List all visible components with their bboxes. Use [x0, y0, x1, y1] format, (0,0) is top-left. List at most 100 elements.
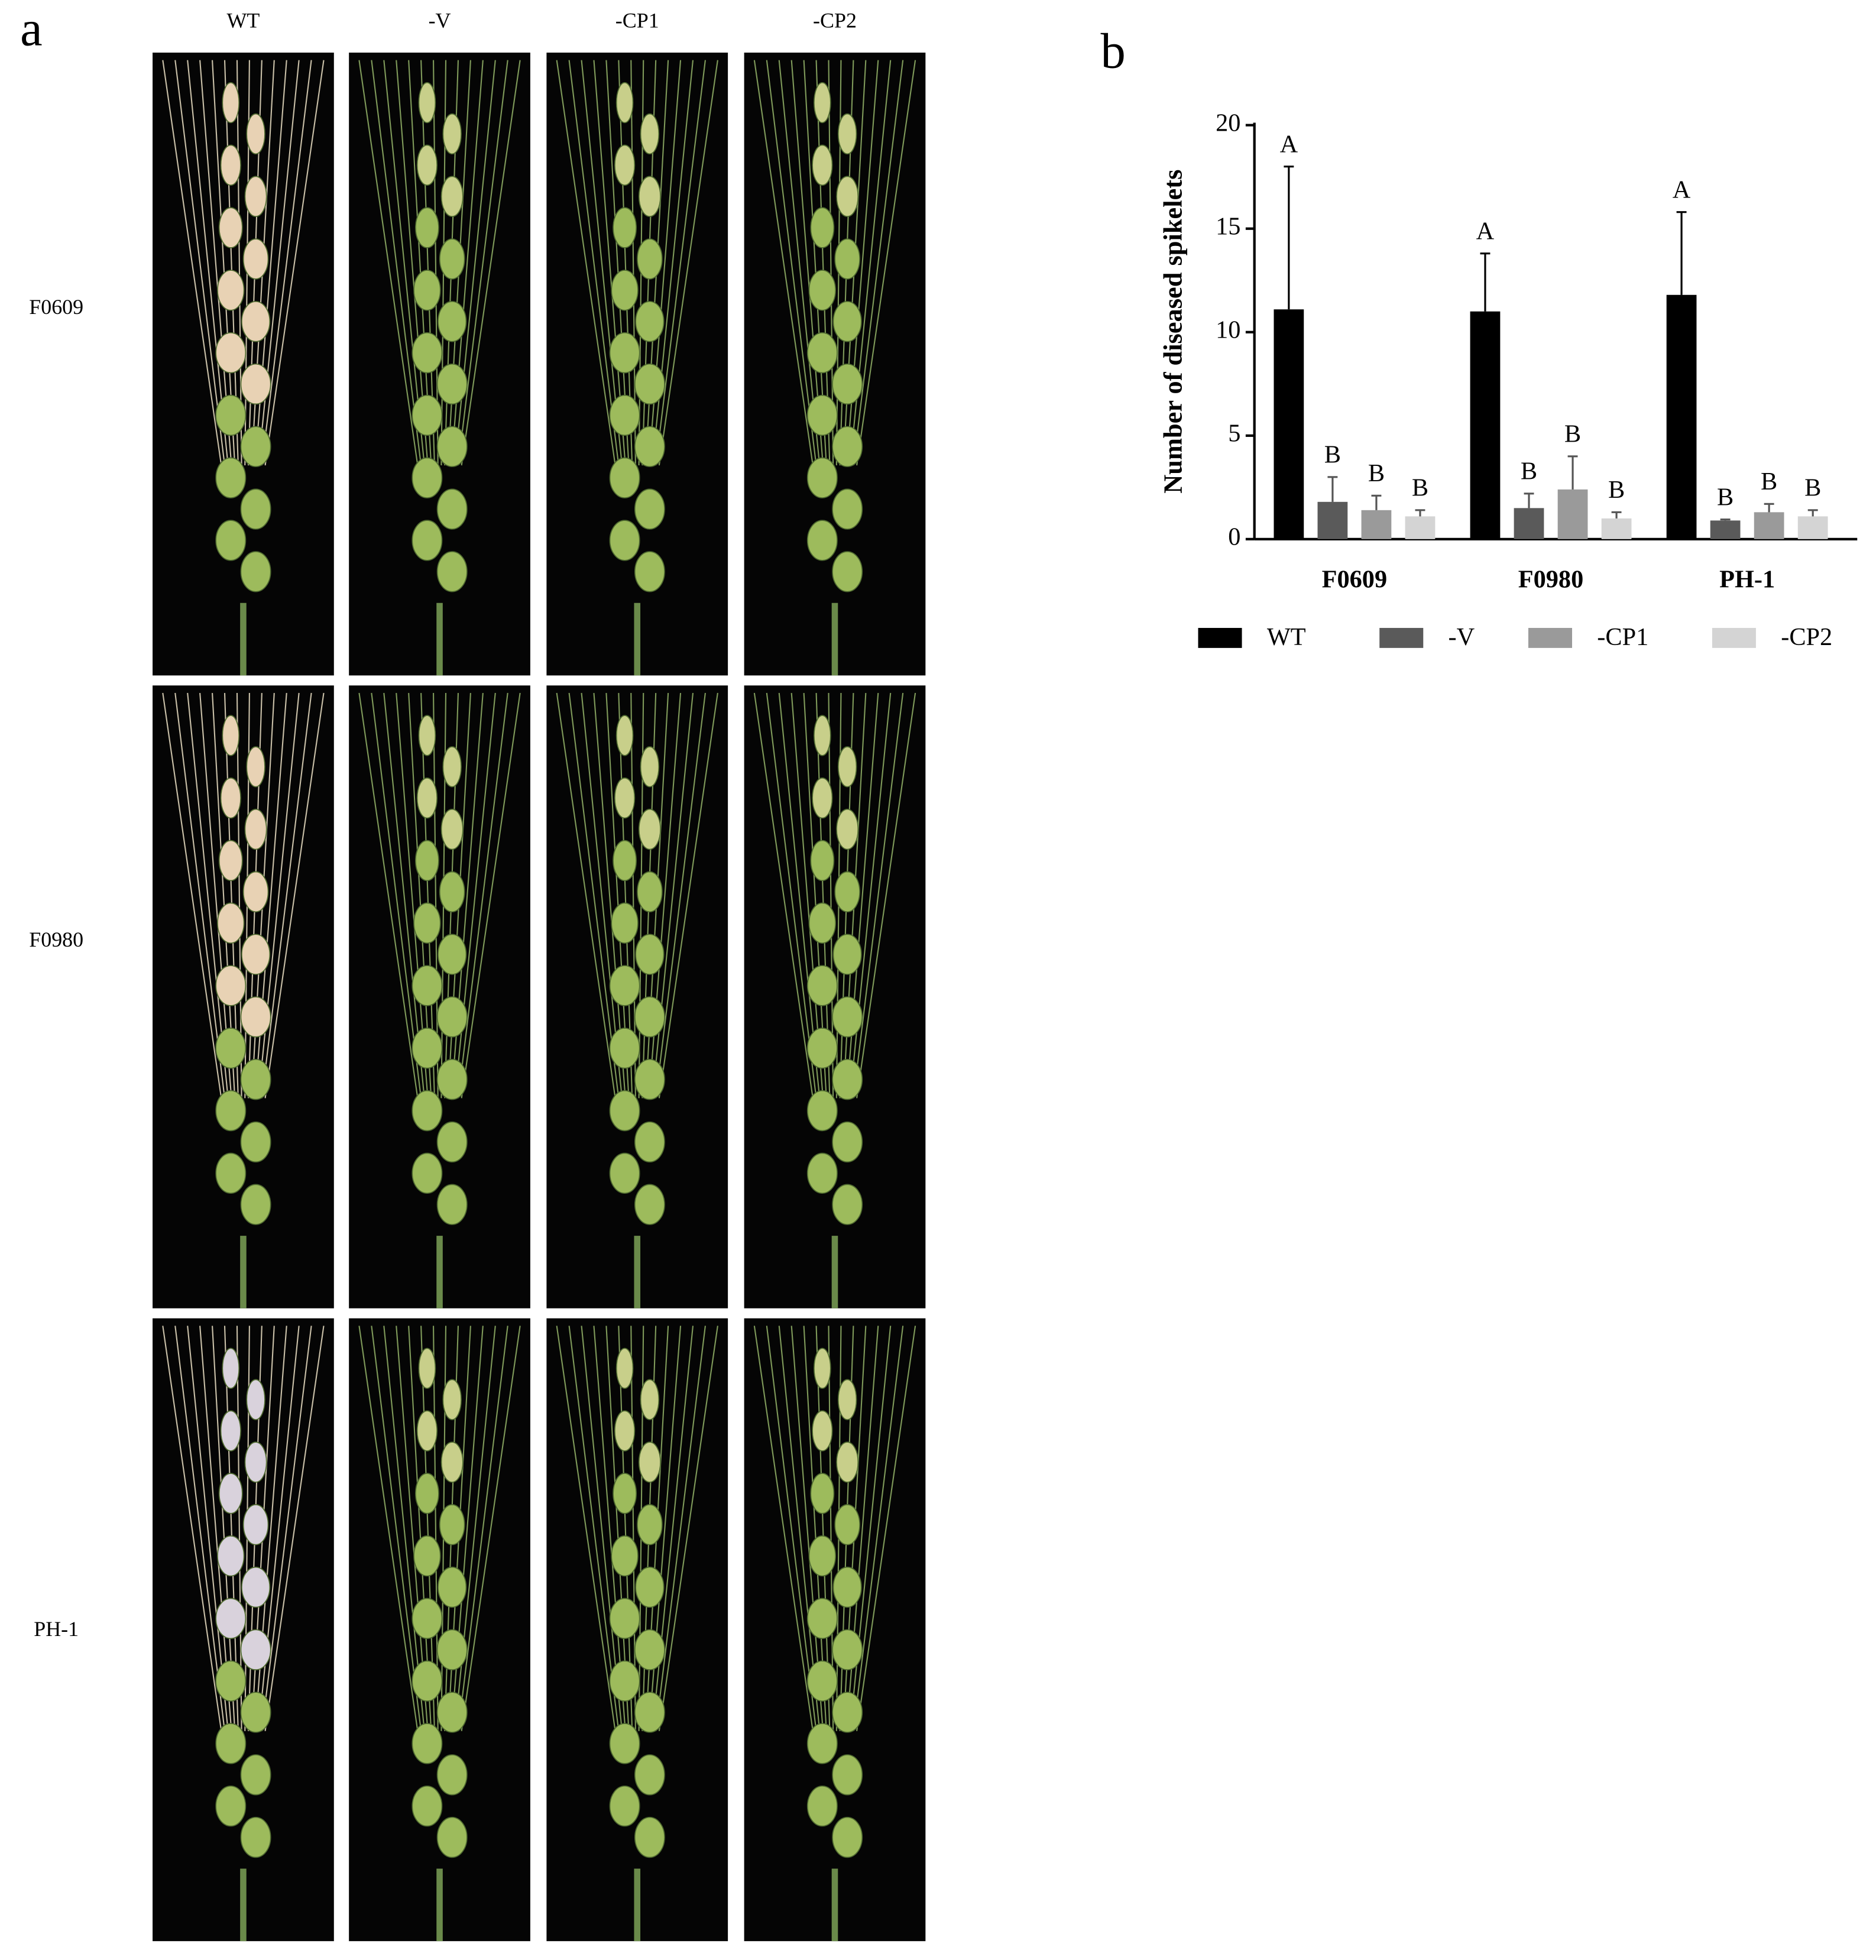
spikelet: [832, 1754, 863, 1796]
spikelet: [638, 1441, 661, 1483]
spikelet: [832, 1058, 863, 1100]
spikelet: [412, 965, 443, 1006]
awn: [655, 60, 706, 466]
awn: [658, 1326, 718, 1731]
legend-label: -CP2: [1781, 623, 1832, 651]
spikelet: [412, 520, 443, 561]
awn: [261, 1326, 312, 1731]
legend-swatch: [1379, 628, 1424, 648]
awn: [261, 60, 312, 466]
spikelet: [634, 363, 665, 405]
awn: [457, 1326, 508, 1731]
spikelet: [806, 1152, 838, 1194]
bar: [1274, 309, 1304, 539]
spikelet: [806, 457, 838, 498]
spikelet: [837, 746, 857, 788]
x-tick-label: F0980: [1518, 565, 1583, 593]
spikelet: [412, 457, 443, 498]
significance-letter: B: [1608, 476, 1625, 504]
awn: [658, 692, 718, 1099]
spikelet: [806, 520, 838, 561]
spikelet: [412, 1598, 443, 1640]
awn: [187, 1326, 229, 1731]
spikelet: [220, 1410, 241, 1452]
spikelet: [412, 1090, 443, 1132]
spikelet: [834, 1504, 860, 1546]
error-bar: [1567, 455, 1578, 490]
spikelet: [837, 113, 857, 155]
awn: [433, 693, 439, 1099]
awn: [371, 60, 422, 466]
spikelet: [806, 1785, 838, 1827]
spikelet: [609, 520, 640, 561]
awn: [461, 692, 521, 1099]
panel-label: b: [1100, 24, 1125, 79]
spikelet: [609, 1152, 640, 1194]
spikelet: [215, 1785, 247, 1827]
awn: [358, 1326, 419, 1731]
spikelet: [442, 1379, 462, 1420]
spikelet: [220, 144, 241, 186]
y-tick-label: 0: [1228, 523, 1240, 551]
awn: [162, 60, 222, 466]
photo: [546, 1318, 728, 1942]
spikelet: [412, 1785, 443, 1827]
significance-letter: B: [1564, 420, 1581, 448]
spikelet: [414, 207, 439, 248]
spikelet: [240, 551, 271, 592]
spikelet: [215, 1598, 247, 1640]
awn: [187, 692, 229, 1099]
awn: [383, 1326, 425, 1731]
spikelet: [240, 1058, 271, 1100]
legend-label: WT: [1267, 623, 1306, 651]
photo: [153, 685, 334, 1308]
awn: [187, 60, 229, 466]
spikelet: [634, 1816, 665, 1858]
awn: [236, 60, 242, 466]
awn: [236, 1326, 242, 1731]
spikelet: [609, 1598, 640, 1640]
spikelet: [240, 996, 271, 1038]
spikelet: [413, 902, 441, 944]
spikelet: [609, 965, 640, 1006]
spikelet: [412, 332, 443, 374]
spikelet: [634, 1184, 665, 1225]
spikelet: [640, 1379, 660, 1420]
spikelet: [638, 176, 661, 217]
legend-swatch: [1198, 628, 1242, 648]
photo: [546, 685, 728, 1308]
awn: [828, 1326, 834, 1731]
y-tick-label: 15: [1216, 212, 1240, 240]
spikelet: [436, 1184, 468, 1225]
spikelet: [635, 934, 665, 975]
spikelet: [215, 520, 247, 561]
awn: [856, 60, 916, 466]
spikelet: [240, 1184, 271, 1225]
spikelet: [242, 871, 269, 913]
bar: [1754, 512, 1784, 539]
error-bar: [1480, 252, 1491, 312]
column-label: -V: [429, 8, 451, 32]
spikelet: [611, 902, 639, 944]
awn: [174, 60, 226, 466]
bar: [1666, 294, 1697, 539]
awn: [778, 692, 821, 1099]
spikelet: [436, 363, 468, 405]
spikelet: [412, 394, 443, 436]
significance-letter: B: [1324, 441, 1341, 469]
bar: [1317, 501, 1348, 539]
bar: [1470, 311, 1501, 539]
spikelet: [418, 715, 436, 756]
awn: [556, 60, 616, 466]
awn: [630, 1326, 636, 1731]
spikelet: [814, 82, 831, 124]
row-label: PH-1: [34, 1617, 79, 1641]
spikelet: [241, 1566, 271, 1608]
awn: [778, 1326, 821, 1731]
panel-label: a: [20, 2, 43, 57]
spikelet: [217, 902, 245, 944]
spikelet: [414, 840, 439, 882]
spikelet: [613, 1473, 637, 1514]
awn: [174, 692, 226, 1099]
column-label: -CP1: [615, 8, 659, 32]
